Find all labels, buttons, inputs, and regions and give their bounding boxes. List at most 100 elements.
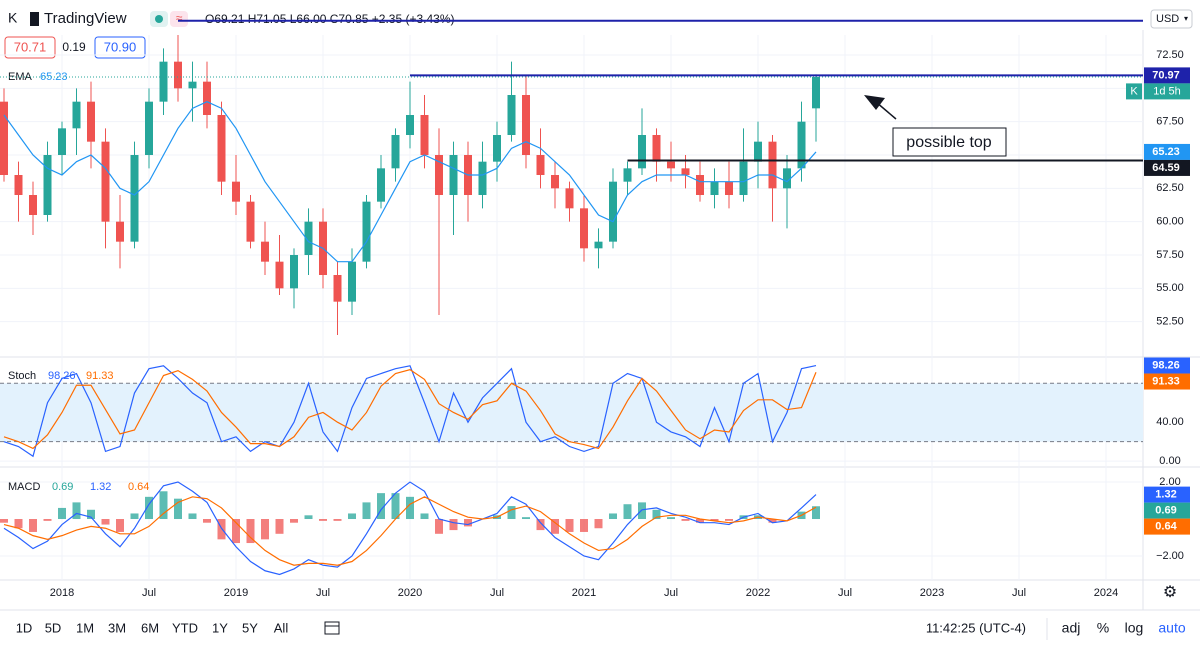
ohlc: O69.21 H71.05 L66.00 C70.85 +2.35 (+3.43… xyxy=(205,12,455,26)
histogram-bar xyxy=(72,502,81,520)
x-tick-label: 2020 xyxy=(398,587,422,599)
range-button[interactable]: 1D xyxy=(16,620,33,635)
candle-body xyxy=(696,175,704,195)
bid-box[interactable] xyxy=(4,36,56,59)
histogram-bar xyxy=(507,506,516,520)
candle-body xyxy=(754,141,762,162)
candle-body xyxy=(29,195,37,215)
candle-body xyxy=(101,141,110,222)
compare-icon[interactable] xyxy=(324,621,340,635)
candle-body xyxy=(594,241,603,249)
histogram-bar xyxy=(681,519,690,521)
y-tick-label: 72.50 xyxy=(1156,49,1184,61)
candle-body xyxy=(58,128,66,155)
status-dot xyxy=(155,15,163,23)
ema-line xyxy=(3,101,817,263)
annotation: possible top xyxy=(906,134,991,151)
stoch-band xyxy=(0,383,1143,442)
range-button[interactable]: 1M xyxy=(76,620,94,635)
range-button[interactable]: 5Y xyxy=(242,620,258,635)
option-button[interactable]: % xyxy=(1097,620,1109,636)
stoch-line xyxy=(3,364,817,458)
candle-body xyxy=(159,61,168,102)
axis-tag xyxy=(1144,159,1190,176)
axis-tag-value: 1.32 xyxy=(1155,489,1176,501)
range-button[interactable]: YTD xyxy=(172,620,198,635)
annotation-box[interactable] xyxy=(892,127,1007,157)
histogram-bar xyxy=(667,517,675,520)
histogram-bar xyxy=(130,513,139,520)
candle-body xyxy=(304,221,313,255)
candle-body xyxy=(348,261,356,302)
axis-tag xyxy=(1144,357,1190,374)
axis-tag xyxy=(1144,518,1190,535)
axis-tag xyxy=(1144,143,1190,160)
histogram-bar xyxy=(609,513,617,520)
candle-body xyxy=(246,201,255,242)
stoch-line xyxy=(3,369,817,450)
axis-tag-value: 65.23 xyxy=(1152,146,1180,158)
candle-body xyxy=(667,161,675,169)
y-tick-label: 2.00 xyxy=(1159,476,1180,488)
price-tag xyxy=(1144,83,1190,100)
x-tick-label: 2024 xyxy=(1094,587,1118,599)
histogram-bar xyxy=(580,519,588,532)
histogram-bar xyxy=(435,519,443,534)
currency-button[interactable] xyxy=(1150,9,1193,29)
histogram-bar xyxy=(116,519,124,532)
histogram-bar xyxy=(174,498,182,520)
histogram-bar xyxy=(594,519,603,529)
x-tick-label: Jul xyxy=(1012,587,1026,599)
y-tick-label: 67.50 xyxy=(1156,116,1184,128)
range-button[interactable]: 1Y xyxy=(212,620,228,635)
symbol[interactable]: K xyxy=(8,10,18,26)
macd-line xyxy=(3,496,817,566)
option-button[interactable]: adj xyxy=(1062,620,1081,636)
candle-body xyxy=(638,135,646,169)
indicator-value: 98.26 xyxy=(48,370,76,382)
x-tick-label: 2023 xyxy=(920,587,944,599)
session-symbol: ≈ xyxy=(176,11,183,25)
ask-box[interactable] xyxy=(94,36,146,59)
indicator-title: Stoch xyxy=(8,370,36,382)
candle-body xyxy=(812,77,820,109)
axis-tag xyxy=(1144,486,1190,503)
histogram-bar xyxy=(551,519,559,534)
range-button[interactable]: 3M xyxy=(108,620,126,635)
candle-body xyxy=(87,101,95,142)
session-icon[interactable] xyxy=(170,11,188,27)
histogram-bar xyxy=(0,519,8,523)
settings-icon[interactable]: ⚙ xyxy=(1163,584,1177,601)
histogram-bar xyxy=(333,519,342,521)
candle-body xyxy=(217,115,226,182)
candle-body xyxy=(174,61,182,89)
axis-tag-value: 98.26 xyxy=(1152,359,1180,371)
candle-body xyxy=(377,168,385,202)
candle-body xyxy=(362,201,371,262)
histogram-bar xyxy=(319,519,327,521)
option-button[interactable]: auto xyxy=(1158,620,1185,636)
histogram-bar xyxy=(725,519,733,521)
candle-body xyxy=(72,101,81,129)
histogram-bar xyxy=(362,502,371,520)
histogram-bar xyxy=(43,519,52,521)
option-button[interactable]: log xyxy=(1125,620,1144,636)
candle-body xyxy=(493,135,501,162)
histogram-bar xyxy=(290,519,298,523)
candle-body xyxy=(768,141,777,189)
axis-tag-value: 70.97 xyxy=(1152,69,1180,81)
ask: 70.90 xyxy=(104,39,137,54)
range-button[interactable]: All xyxy=(274,620,289,635)
range-button[interactable]: 5D xyxy=(45,620,62,635)
histogram-bar xyxy=(696,519,704,523)
histogram-bar xyxy=(159,491,168,520)
range-button[interactable]: 6M xyxy=(141,620,159,635)
candle-body xyxy=(652,135,661,162)
brand: TradingView xyxy=(44,10,127,27)
y-tick-label: 62.50 xyxy=(1156,182,1184,194)
candle-body xyxy=(261,241,269,262)
indicator-value: 0.69 xyxy=(52,481,73,493)
histogram-bar xyxy=(522,517,530,520)
histogram-bar xyxy=(188,513,197,520)
